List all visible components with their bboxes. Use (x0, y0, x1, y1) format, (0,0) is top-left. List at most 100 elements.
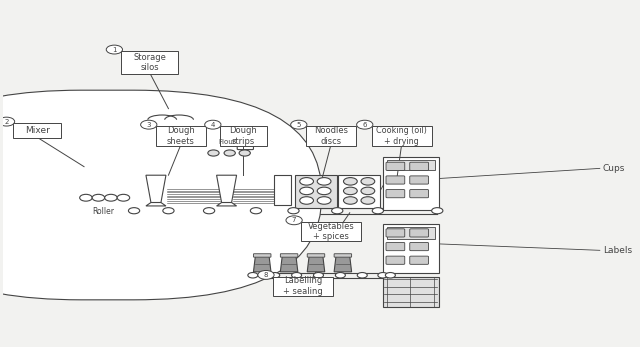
FancyBboxPatch shape (273, 277, 333, 296)
FancyBboxPatch shape (387, 160, 435, 170)
Circle shape (356, 120, 373, 129)
FancyBboxPatch shape (88, 177, 124, 195)
FancyBboxPatch shape (410, 176, 429, 184)
Text: 7: 7 (292, 217, 296, 223)
Circle shape (300, 187, 314, 195)
FancyBboxPatch shape (372, 126, 431, 145)
Circle shape (372, 208, 383, 214)
Circle shape (224, 150, 236, 156)
FancyBboxPatch shape (274, 175, 291, 205)
FancyBboxPatch shape (147, 119, 178, 153)
Text: Mixer: Mixer (25, 126, 49, 135)
Polygon shape (216, 203, 237, 206)
Circle shape (288, 208, 299, 214)
Circle shape (239, 150, 250, 156)
FancyBboxPatch shape (237, 139, 253, 150)
FancyBboxPatch shape (13, 123, 61, 138)
Text: Dough
strips: Dough strips (230, 126, 257, 146)
FancyBboxPatch shape (307, 254, 324, 257)
Circle shape (129, 208, 140, 214)
Circle shape (335, 272, 346, 278)
Text: 5: 5 (296, 122, 301, 128)
FancyBboxPatch shape (383, 158, 438, 210)
FancyBboxPatch shape (383, 224, 438, 273)
Text: 2: 2 (4, 119, 9, 125)
Text: 3: 3 (147, 122, 151, 128)
Text: Cooking (oil)
+ drying: Cooking (oil) + drying (376, 126, 427, 146)
FancyBboxPatch shape (410, 162, 429, 170)
FancyBboxPatch shape (166, 152, 192, 159)
Text: 1: 1 (112, 46, 116, 52)
Circle shape (361, 187, 375, 195)
Circle shape (361, 178, 375, 185)
Circle shape (106, 45, 122, 54)
FancyBboxPatch shape (410, 243, 429, 251)
Circle shape (269, 272, 280, 278)
Circle shape (141, 120, 157, 129)
Circle shape (317, 187, 331, 195)
FancyBboxPatch shape (386, 189, 404, 198)
FancyBboxPatch shape (383, 277, 438, 307)
FancyBboxPatch shape (306, 126, 356, 145)
FancyBboxPatch shape (410, 229, 429, 237)
Circle shape (317, 178, 331, 185)
FancyBboxPatch shape (386, 176, 404, 184)
FancyBboxPatch shape (295, 175, 337, 208)
Polygon shape (280, 256, 298, 272)
Text: Labelling
+ sealing: Labelling + sealing (283, 277, 323, 296)
Text: Labels: Labels (603, 246, 632, 255)
FancyBboxPatch shape (387, 227, 435, 239)
Polygon shape (87, 165, 125, 179)
FancyBboxPatch shape (301, 222, 361, 241)
Circle shape (117, 194, 130, 201)
Text: Cups: Cups (603, 164, 625, 173)
Text: Storage
silos: Storage silos (133, 53, 166, 72)
FancyBboxPatch shape (410, 189, 429, 198)
Polygon shape (253, 256, 271, 272)
Text: 8: 8 (264, 272, 268, 278)
Circle shape (378, 272, 388, 278)
FancyBboxPatch shape (156, 126, 206, 145)
Circle shape (317, 197, 331, 204)
Circle shape (286, 216, 302, 225)
Circle shape (300, 178, 314, 185)
Circle shape (205, 120, 221, 129)
Text: 4: 4 (211, 122, 215, 128)
FancyBboxPatch shape (280, 254, 298, 257)
FancyBboxPatch shape (220, 126, 268, 145)
Circle shape (344, 197, 357, 204)
Polygon shape (334, 256, 351, 272)
Circle shape (250, 208, 262, 214)
FancyBboxPatch shape (386, 256, 404, 264)
Circle shape (0, 117, 15, 126)
Polygon shape (216, 175, 237, 203)
Circle shape (344, 187, 357, 195)
FancyBboxPatch shape (410, 256, 429, 264)
Circle shape (248, 272, 258, 278)
Circle shape (291, 120, 307, 129)
Circle shape (357, 272, 367, 278)
FancyBboxPatch shape (204, 137, 251, 153)
FancyBboxPatch shape (0, 90, 322, 300)
Circle shape (385, 272, 396, 278)
FancyBboxPatch shape (253, 254, 271, 257)
FancyBboxPatch shape (163, 119, 195, 153)
Circle shape (92, 194, 105, 201)
Circle shape (314, 272, 323, 278)
Text: Dough
sheets: Dough sheets (167, 126, 195, 146)
Circle shape (431, 208, 443, 214)
Text: Water
+
oil: Water + oil (9, 186, 29, 206)
Circle shape (258, 270, 274, 279)
Text: Flour: Flour (218, 139, 236, 145)
Circle shape (79, 194, 92, 201)
Text: Noodles
discs: Noodles discs (314, 126, 348, 146)
FancyBboxPatch shape (149, 152, 175, 159)
Text: Vegetables
+ spices: Vegetables + spices (308, 222, 355, 241)
Circle shape (208, 150, 219, 156)
Circle shape (163, 208, 174, 214)
Circle shape (204, 208, 214, 214)
Text: Roller: Roller (92, 207, 114, 216)
FancyBboxPatch shape (121, 51, 178, 74)
FancyBboxPatch shape (386, 229, 404, 237)
Circle shape (300, 197, 314, 204)
